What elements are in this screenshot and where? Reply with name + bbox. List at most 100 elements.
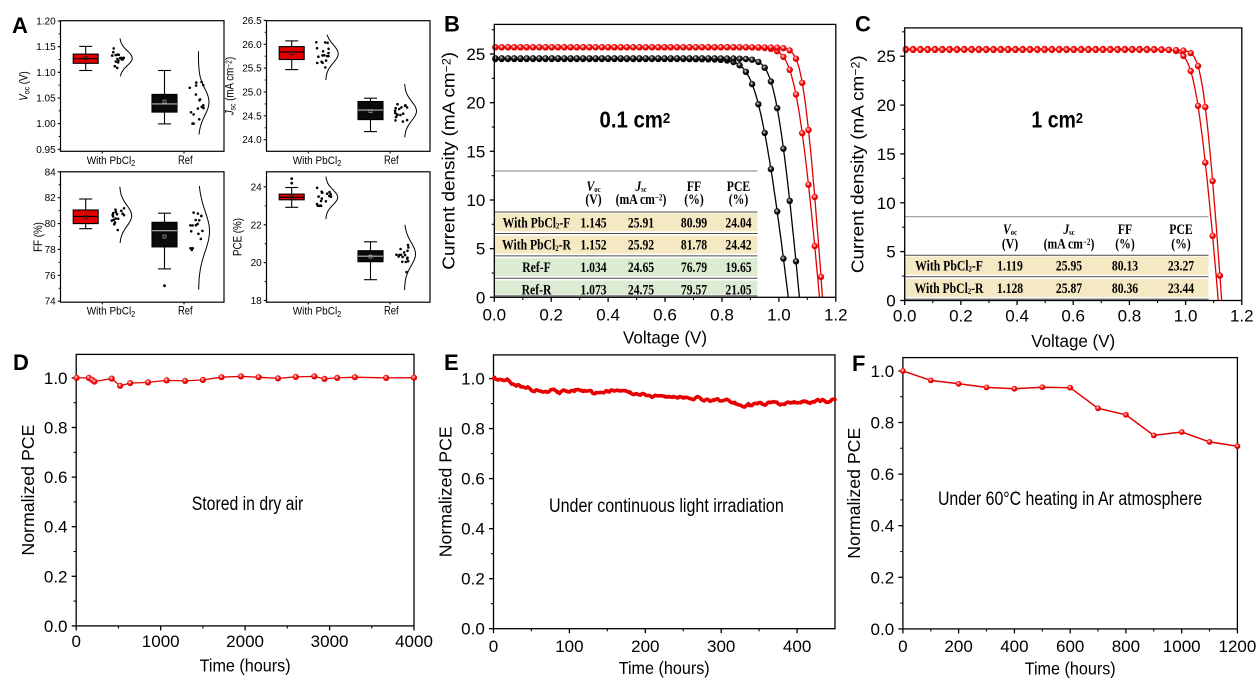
svg-text:20: 20: [877, 96, 896, 115]
svg-text:400: 400: [783, 637, 811, 656]
svg-text:3000: 3000: [311, 632, 349, 651]
svg-text:1.119: 1.119: [997, 257, 1023, 274]
svg-text:25.92: 25.92: [628, 236, 655, 253]
svg-text:Ref: Ref: [384, 154, 399, 167]
svg-text:1.0: 1.0: [767, 306, 791, 325]
svg-text:76: 76: [45, 271, 57, 282]
svg-text:E: E: [444, 350, 459, 375]
svg-text:1.15: 1.15: [36, 42, 56, 53]
svg-text:800: 800: [1112, 637, 1140, 656]
svg-text:0.0: 0.0: [871, 620, 895, 639]
svg-text:Normalized PCE: Normalized PCE: [844, 428, 864, 559]
svg-text:15: 15: [466, 142, 485, 161]
svg-text:23.27: 23.27: [1168, 257, 1195, 274]
svg-text:With PbCl2-R: With PbCl2-R: [502, 236, 571, 253]
svg-text:(V): (V): [1002, 235, 1018, 252]
svg-text:25.5: 25.5: [242, 64, 262, 75]
svg-text:0.0: 0.0: [893, 306, 917, 325]
svg-text:F: F: [852, 351, 865, 376]
svg-text:With PbCl2-R: With PbCl2-R: [914, 280, 983, 297]
svg-text:A: A: [12, 13, 28, 38]
svg-text:20: 20: [466, 94, 485, 113]
svg-text:Voc: Voc: [586, 178, 601, 195]
svg-text:0.4: 0.4: [461, 520, 485, 539]
svg-text:Time (hours): Time (hours): [200, 655, 291, 675]
svg-text:(%): (%): [1171, 235, 1190, 252]
svg-text:0: 0: [489, 637, 498, 656]
svg-text:Current density (mA cm−2): Current density (mA cm−2): [848, 55, 867, 273]
svg-text:200: 200: [631, 637, 659, 656]
svg-text:1.034: 1.034: [580, 259, 607, 276]
svg-text:PCE: PCE: [1169, 221, 1192, 238]
svg-text:C: C: [855, 12, 871, 37]
svg-text:(mA cm−2): (mA cm−2): [1044, 235, 1095, 252]
svg-text:25.91: 25.91: [628, 214, 655, 231]
svg-text:0: 0: [898, 637, 907, 656]
svg-text:23.44: 23.44: [1168, 280, 1195, 297]
svg-text:21.05: 21.05: [725, 281, 752, 298]
svg-text:FF: FF: [1118, 221, 1132, 238]
svg-text:1.128: 1.128: [997, 280, 1024, 297]
svg-text:26.5: 26.5: [242, 16, 262, 27]
svg-text:1.10: 1.10: [36, 68, 56, 79]
svg-text:Ref: Ref: [178, 305, 193, 318]
svg-text:82: 82: [45, 193, 57, 204]
svg-text:25: 25: [877, 47, 896, 66]
svg-text:With PbCl2: With PbCl2: [293, 305, 342, 318]
svg-text:With PbCl2-F: With PbCl2-F: [915, 257, 983, 274]
svg-text:Voc: Voc: [1003, 221, 1018, 238]
svg-text:79.57: 79.57: [681, 281, 708, 298]
svg-text:1.0: 1.0: [871, 362, 895, 381]
svg-text:0.95: 0.95: [36, 145, 56, 156]
svg-text:74: 74: [45, 297, 57, 308]
svg-text:76.79: 76.79: [681, 259, 708, 276]
svg-text:(mA cm−2): (mA cm−2): [616, 191, 667, 208]
svg-text:18: 18: [251, 296, 263, 307]
svg-text:0: 0: [886, 292, 895, 311]
svg-text:0.2: 0.2: [461, 570, 485, 589]
svg-text:Jsc: Jsc: [1062, 221, 1075, 238]
svg-text:Stored in dry air: Stored in dry air: [192, 494, 304, 515]
svg-text:80.13: 80.13: [1112, 257, 1139, 274]
svg-text:10: 10: [466, 191, 485, 210]
svg-text:Ref-F: Ref-F: [522, 259, 551, 276]
svg-text:Normalized PCE: Normalized PCE: [436, 426, 456, 557]
svg-text:1.073: 1.073: [580, 281, 607, 298]
svg-text:24.65: 24.65: [628, 259, 655, 276]
svg-text:(%): (%): [729, 191, 748, 208]
svg-text:1.0: 1.0: [461, 370, 485, 389]
svg-text:PCE: PCE: [727, 178, 750, 195]
svg-text:Under 60°C heating in Ar atmos: Under 60°C heating in Ar atmosphere: [938, 489, 1202, 510]
svg-text:B: B: [444, 12, 460, 37]
svg-text:0.6: 0.6: [653, 306, 677, 325]
svg-text:1.0: 1.0: [44, 369, 68, 388]
svg-text:0.6: 0.6: [1061, 306, 1085, 325]
svg-text:15: 15: [877, 145, 896, 164]
svg-text:10: 10: [877, 194, 896, 213]
svg-text:600: 600: [1056, 637, 1084, 656]
svg-text:Ref: Ref: [384, 305, 399, 318]
svg-text:200: 200: [944, 637, 972, 656]
svg-text:0.8: 0.8: [710, 306, 734, 325]
svg-text:0.8: 0.8: [1118, 306, 1142, 325]
svg-text:25.95: 25.95: [1056, 257, 1083, 274]
svg-text:0.6: 0.6: [461, 470, 485, 489]
svg-text:22: 22: [251, 220, 263, 231]
svg-text:0: 0: [476, 288, 485, 307]
svg-text:Ref-R: Ref-R: [522, 281, 552, 298]
svg-text:Under continuous light irradia: Under continuous light irradiation: [549, 496, 784, 517]
svg-text:0.2: 0.2: [44, 567, 68, 586]
svg-text:(%): (%): [1115, 235, 1134, 252]
svg-text:1.152: 1.152: [580, 236, 607, 253]
svg-text:0.0: 0.0: [44, 617, 68, 636]
svg-text:1200: 1200: [1218, 637, 1256, 656]
svg-text:5: 5: [476, 240, 485, 259]
svg-text:0.4: 0.4: [871, 517, 895, 536]
svg-text:1 cm2: 1 cm2: [1031, 107, 1083, 133]
svg-text:0.4: 0.4: [1005, 306, 1029, 325]
svg-text:80: 80: [45, 219, 57, 230]
svg-text:25: 25: [466, 45, 485, 64]
svg-text:80.99: 80.99: [681, 214, 708, 231]
svg-text:Voltage (V): Voltage (V): [1031, 331, 1115, 351]
svg-text:0.2: 0.2: [949, 306, 973, 325]
